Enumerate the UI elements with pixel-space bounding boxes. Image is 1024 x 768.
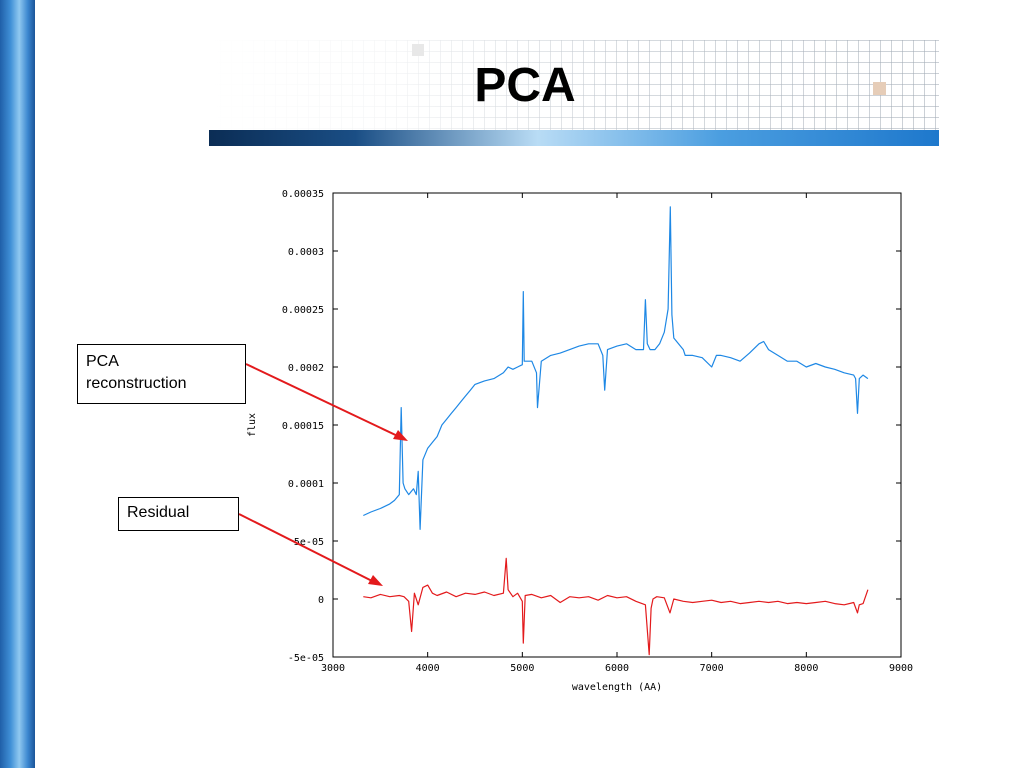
reconstruction-series-line [363, 206, 869, 531]
x-axis-label: wavelength (AA) [572, 682, 662, 693]
left-decorative-bar [0, 0, 35, 768]
x-tick-label: 4000 [416, 663, 440, 674]
residual-callout: Residual [118, 497, 239, 531]
pca-arrow-line [245, 363, 405, 440]
header-accent-square [412, 44, 424, 56]
header-gradient-band [209, 130, 939, 146]
residual-callout-text: Residual [127, 504, 190, 521]
x-tick-label: 7000 [700, 663, 724, 674]
y-tick-label: 5e-05 [294, 537, 324, 548]
x-tick-label: 9000 [889, 663, 913, 674]
x-axis-ticks: 3000 4000 5000 6000 7000 8000 9000 [321, 193, 913, 674]
x-tick-label: 8000 [794, 663, 818, 674]
residual-arrow-line [238, 513, 379, 585]
y-axis-label: flux [247, 413, 258, 437]
y-axis-ticks: -5e-05 0 5e-05 0.0001 0.00015 0.0002 0.00025 0.… [282, 189, 901, 664]
y-tick-label: 0.0001 [288, 479, 324, 490]
pca-arrow-head [393, 430, 408, 441]
header-accent-square-tan [873, 82, 886, 95]
annotation-arrows [238, 363, 408, 586]
pca-reconstruction-callout: PCA reconstruction [77, 344, 246, 404]
y-tick-label: 0 [318, 595, 324, 606]
residual-series-line [363, 557, 869, 656]
header-fade [209, 40, 939, 132]
residual-arrow-head [368, 575, 383, 586]
slide-title: PCA [474, 59, 576, 112]
pca-callout-text: PCA reconstruction [86, 353, 187, 392]
y-tick-label: 0.00025 [282, 305, 324, 316]
x-tick-label: 6000 [605, 663, 629, 674]
y-tick-label: 0.00035 [282, 189, 324, 200]
plot-frame [332, 192, 902, 658]
x-tick-label: 3000 [321, 663, 345, 674]
x-tick-label: 5000 [510, 663, 534, 674]
y-tick-label: 0.0002 [288, 363, 324, 374]
series-group [363, 206, 869, 656]
y-tick-label: 0.00015 [282, 421, 324, 432]
y-tick-label: 0.0003 [288, 247, 324, 258]
y-tick-label: -5e-05 [288, 653, 324, 664]
